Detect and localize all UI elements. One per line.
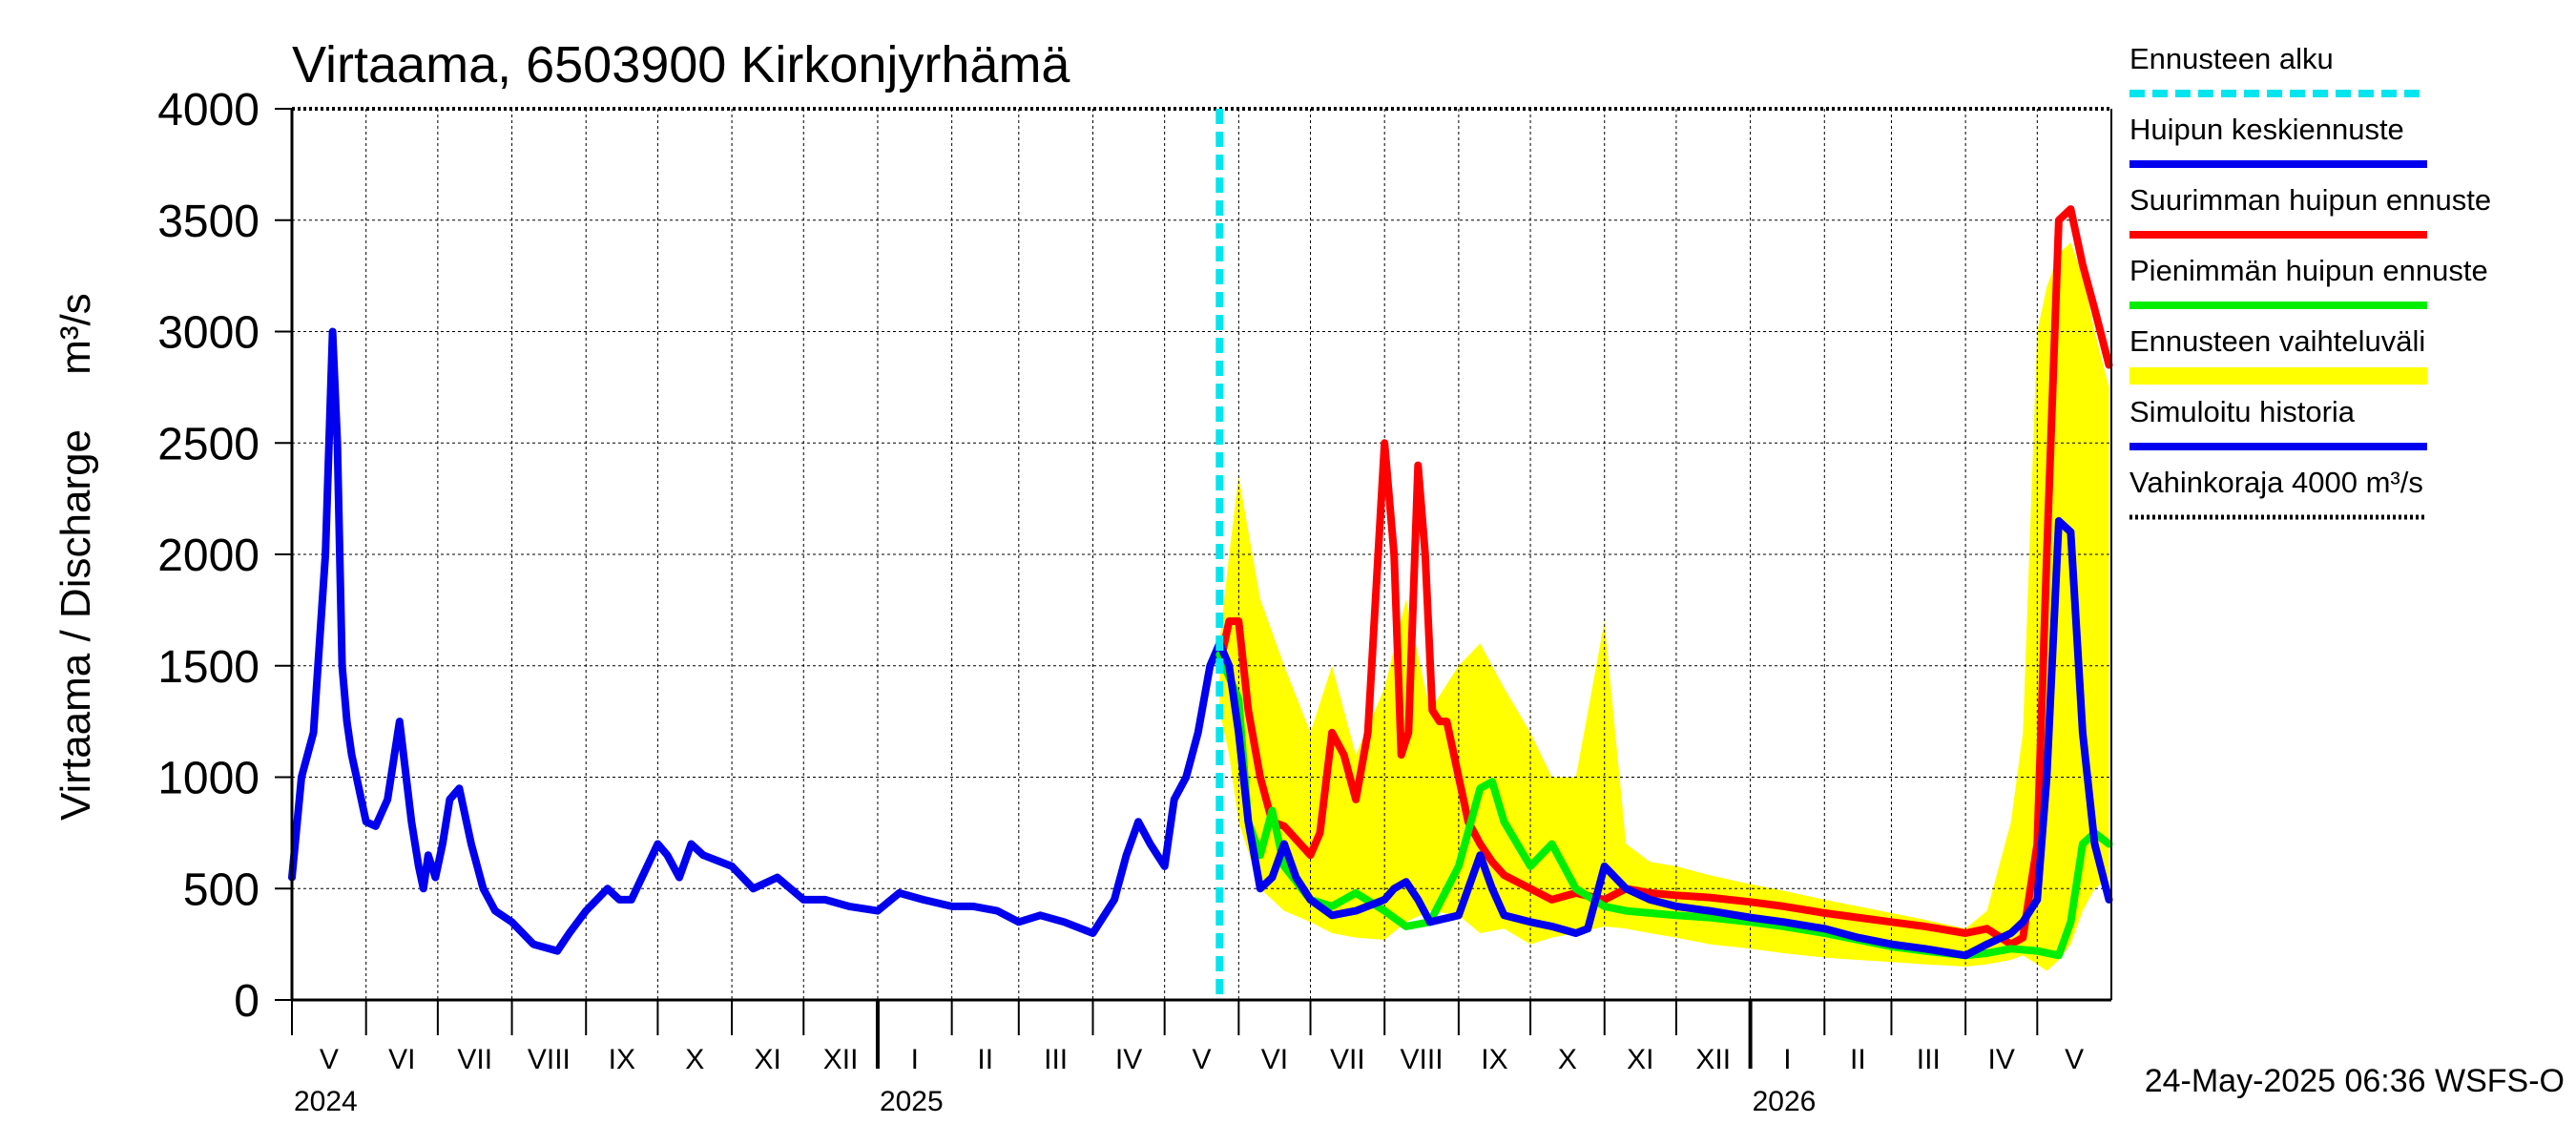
timestamp-footer: 24-May-2025 06:36 WSFS-O — [2145, 1063, 2565, 1099]
x-tick-label-month: IX — [609, 1044, 635, 1075]
legend-swatch-band — [2129, 367, 2427, 385]
x-tick-label-month: X — [685, 1044, 704, 1075]
x-tick-label-month: VII — [457, 1044, 492, 1075]
forecast-band-layer — [1219, 242, 2109, 971]
x-tick-label-month: II — [977, 1044, 993, 1075]
x-tick-label-month: V — [2065, 1044, 2084, 1075]
x-tick-label-month: IX — [1481, 1044, 1507, 1075]
x-tick-label-year: 2025 — [880, 1086, 944, 1117]
grid-layer — [292, 109, 2111, 1000]
x-tick-label-month: VI — [1261, 1044, 1288, 1075]
legend-label: Suurimman huipun ennuste — [2129, 183, 2491, 217]
x-tick-label-month: V — [1192, 1044, 1211, 1075]
x-tick-label-month: XII — [1695, 1044, 1731, 1075]
y-tick-label: 3000 — [157, 308, 260, 359]
y-tick-label: 0 — [234, 976, 260, 1027]
y-tick-label: 3500 — [157, 197, 260, 247]
y-tick-label: 1500 — [157, 642, 260, 693]
x-tick-label-month: I — [911, 1044, 919, 1075]
y-tick-label: 500 — [183, 864, 260, 915]
series-simulated-history — [288, 327, 1224, 955]
x-tick-label-month: II — [1850, 1044, 1866, 1075]
series-mean-peak-forecast — [1215, 517, 2113, 960]
legend-label: Ennusteen alku — [2129, 42, 2334, 75]
y-axis-label: Virtaama / Discharge — [52, 429, 99, 821]
x-tick-label-month: VII — [1330, 1044, 1365, 1075]
x-tick-label-month: VIII — [1401, 1044, 1444, 1075]
x-tick-label-month: III — [1044, 1044, 1068, 1075]
legend-label: Ennusteen vaihteluväli — [2129, 324, 2425, 358]
x-tick-label-month: III — [1917, 1044, 1941, 1075]
x-tick-label-month: I — [1783, 1044, 1791, 1075]
legend: Ennusteen alku Huipun keskiennuste Suurimm… — [2129, 42, 2491, 520]
legend-label: Vahinkoraja 4000 m³/s — [2129, 466, 2423, 499]
x-tick-label-month: V — [320, 1044, 339, 1075]
x-tick-label-month: XI — [1627, 1044, 1653, 1075]
x-tick-label-month: X — [1558, 1044, 1577, 1075]
y-axis-unit: m³/s — [52, 293, 99, 375]
x-tick-label-year: 2024 — [294, 1086, 358, 1117]
x-tick-label-month: XI — [754, 1044, 780, 1075]
x-tick-label-month: XII — [823, 1044, 859, 1075]
axes-layer: V VI VII VIII IX X XI XII I II III IV V VI VII VIII IX X X… — [157, 85, 2112, 1117]
y-tick-label: 2500 — [157, 419, 260, 469]
x-tick-label-year: 2026 — [1753, 1086, 1817, 1117]
x-tick-label-month: VI — [388, 1044, 415, 1075]
y-tick-label: 2000 — [157, 531, 260, 581]
legend-label: Huipun keskiennuste — [2129, 113, 2404, 146]
chart-title: Virtaama, 6503900 Kirkonjyrhämä — [292, 36, 1070, 94]
x-tick-label-month: IV — [1988, 1044, 2015, 1075]
forecast-range-band — [1219, 242, 2109, 971]
y-tick-label: 4000 — [157, 85, 260, 135]
y-tick-label: 1000 — [157, 754, 260, 804]
x-tick-label-month: IV — [1115, 1044, 1142, 1075]
x-tick-label-month: VIII — [528, 1044, 571, 1075]
series-layer — [288, 107, 2113, 1000]
legend-label: Pienimmän huipun ennuste — [2129, 254, 2488, 287]
legend-label: Simuloitu historia — [2129, 395, 2356, 428]
